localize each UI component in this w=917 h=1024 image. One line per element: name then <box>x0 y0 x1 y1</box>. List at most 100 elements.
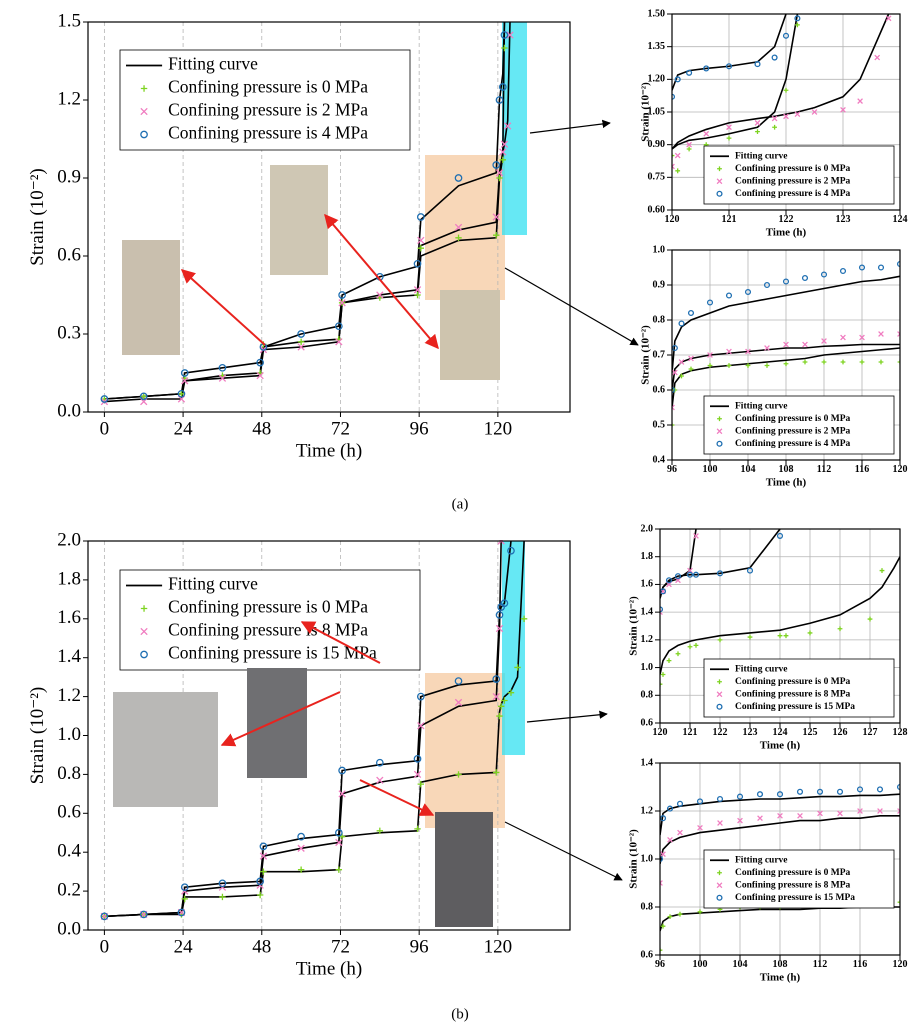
caption: (a) <box>452 496 469 512</box>
data-point <box>335 866 343 873</box>
legend-box <box>703 395 895 455</box>
data-point <box>180 883 189 891</box>
x-tick-label: 96 <box>410 936 429 957</box>
data-point <box>745 348 751 355</box>
data-layer <box>672 260 900 428</box>
data-point <box>454 223 463 232</box>
legend-label: Fitting curve <box>735 855 788 865</box>
x-tick-label: 104 <box>741 464 756 475</box>
data-point <box>707 363 713 368</box>
data-point <box>821 359 827 365</box>
y-tick-label: 1.6 <box>57 607 81 628</box>
x-tick-label: 100 <box>693 959 708 970</box>
data-point <box>840 359 846 365</box>
legend-label: Confining pressure is 2 MPa <box>735 426 850 436</box>
caption: (b) <box>451 1006 469 1022</box>
data-point <box>756 791 764 798</box>
legend-swatch <box>717 870 722 876</box>
data-point <box>417 722 425 730</box>
data-point <box>492 692 500 701</box>
data-point <box>493 769 500 776</box>
y-tick-label: 1.50 <box>648 8 666 19</box>
y-axis-label: Strain (10⁻²) <box>640 325 652 385</box>
legend-label: Confining pressure is 8 MPa <box>735 880 850 890</box>
data-point <box>692 571 700 578</box>
data-point <box>837 626 843 632</box>
data-layer <box>672 13 892 174</box>
data-point <box>717 637 723 643</box>
data-point <box>514 664 521 671</box>
plot-frame <box>87 540 571 931</box>
arrow <box>504 821 623 881</box>
arrow <box>220 691 341 747</box>
y-tick-label: 0.6 <box>57 802 81 823</box>
data-point <box>660 606 664 613</box>
x-tick-label: 126 <box>833 727 848 738</box>
data-point <box>667 836 673 843</box>
data-point <box>764 363 770 368</box>
data-point <box>660 672 666 677</box>
data-point <box>674 152 681 159</box>
data-point <box>726 124 732 131</box>
data-point <box>500 31 509 39</box>
data-point <box>687 309 695 317</box>
y-tick-label: 0.9 <box>653 279 666 290</box>
y-tick-label: 0.8 <box>653 314 666 325</box>
legend-swatch <box>716 440 723 447</box>
data-point <box>256 891 264 899</box>
data-point <box>139 392 148 401</box>
y-axis-label: Strain (10⁻²) <box>628 829 640 889</box>
data-point <box>697 824 703 831</box>
data-point <box>856 786 864 793</box>
chart-panel: 120 121 122 123 124 0.60 0.75 0.90 1.05 1.20 1.35 1… <box>640 8 908 238</box>
y-tick-label: 0.4 <box>653 454 666 465</box>
data-point <box>817 810 823 817</box>
data-point <box>707 352 713 358</box>
data-point <box>783 113 789 120</box>
legend-label: Confining pressure is 0 MPa <box>735 677 850 687</box>
x-tick-label: 108 <box>773 959 788 970</box>
data-point <box>878 359 884 365</box>
data-point <box>672 93 676 100</box>
y-tick-label: 1.4 <box>57 646 81 667</box>
data-point <box>499 156 506 163</box>
data-point <box>376 776 384 784</box>
data-point <box>672 422 675 428</box>
data-point <box>802 341 808 348</box>
data-point <box>499 148 507 156</box>
data-point <box>672 153 675 158</box>
data-point <box>504 122 512 130</box>
data-point <box>493 232 500 239</box>
legend: Fitting curve Confining pressure is 0 MPa… <box>703 658 895 718</box>
data-point <box>414 825 421 833</box>
x-axis-label: Time (h) <box>296 440 362 461</box>
data-point <box>219 893 226 901</box>
data-point <box>413 770 422 779</box>
data-point <box>218 364 227 372</box>
data-point <box>693 533 699 539</box>
data-point <box>726 348 732 355</box>
data-point <box>678 320 685 327</box>
legend-label: Fitting curve <box>735 151 788 161</box>
legend: Fitting curve Confining pressure is 0 MPa… <box>703 395 895 455</box>
x-tick-label: 112 <box>817 464 831 475</box>
x-tick-label: 72 <box>331 418 350 439</box>
data-point <box>687 644 693 650</box>
legend-swatch <box>140 130 148 139</box>
data-point <box>297 866 305 873</box>
data-point <box>672 163 675 170</box>
x-axis-label: Time (h) <box>760 740 801 752</box>
data-point <box>177 390 186 398</box>
data-point <box>802 359 808 365</box>
legend-label: Confining pressure is 8 MPa <box>735 689 850 699</box>
data-point <box>745 363 751 368</box>
data-point <box>686 141 692 148</box>
data-point <box>676 800 684 807</box>
x-tick-label: 127 <box>863 727 878 738</box>
data-point <box>413 755 422 763</box>
data-point <box>772 124 777 130</box>
data-point <box>717 820 723 826</box>
legend-box <box>119 569 421 671</box>
data-point <box>660 855 664 863</box>
y-tick-label: 1.8 <box>641 551 654 562</box>
